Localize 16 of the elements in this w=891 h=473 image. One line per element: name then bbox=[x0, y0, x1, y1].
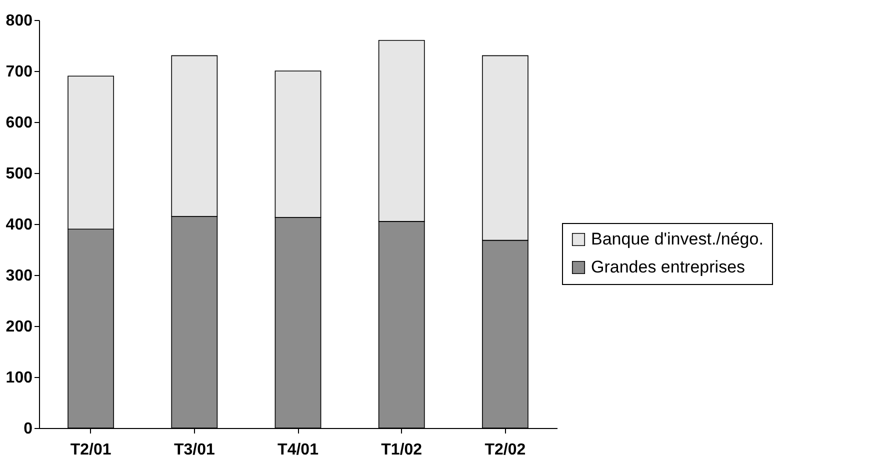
legend-label: Grandes entreprises bbox=[591, 258, 746, 276]
x-tick-label: T2/01 bbox=[70, 442, 112, 458]
y-tick-label: 800 bbox=[6, 12, 33, 30]
y-tick-label: 700 bbox=[6, 64, 33, 80]
y-tick-label: 0 bbox=[24, 420, 33, 438]
y-tick-label: 500 bbox=[6, 166, 33, 182]
x-tick-label: T4/01 bbox=[278, 442, 319, 458]
y-tick-label: 600 bbox=[6, 114, 33, 132]
y-tick-label: 200 bbox=[6, 318, 33, 336]
x-tick-label: T1/02 bbox=[381, 442, 422, 458]
x-tick-label: T3/01 bbox=[174, 442, 215, 458]
x-tick-label: T2/02 bbox=[484, 442, 526, 458]
y-tick-label: 300 bbox=[6, 268, 33, 284]
legend-label: Banque d'invest./négo. bbox=[591, 230, 764, 248]
y-tick-label: 400 bbox=[6, 216, 33, 234]
y-tick-label: 100 bbox=[6, 370, 33, 386]
